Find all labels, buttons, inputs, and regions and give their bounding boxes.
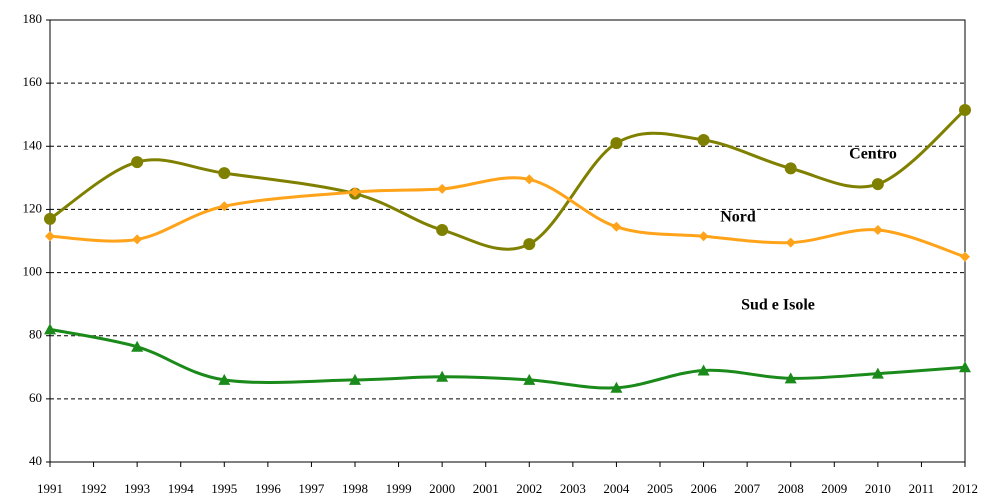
y-tick-label: 180 (23, 11, 43, 26)
x-tick-label: 1999 (386, 481, 412, 496)
marker (784, 162, 797, 175)
marker (523, 373, 536, 385)
x-tick-label: 1998 (342, 481, 368, 496)
x-tick-label: 2008 (778, 481, 804, 496)
x-tick-label: 2005 (647, 481, 673, 496)
marker (131, 340, 144, 352)
marker (436, 370, 449, 382)
marker (959, 361, 971, 373)
x-tick-label: 2003 (560, 481, 586, 496)
marker (611, 221, 622, 232)
y-tick-label: 80 (29, 327, 42, 342)
marker (524, 174, 535, 185)
x-tick-label: 2011 (909, 481, 935, 496)
x-tick-label: 1991 (37, 481, 63, 496)
x-tick-label: 2006 (691, 481, 718, 496)
marker (350, 187, 360, 198)
marker (349, 373, 361, 385)
x-tick-label: 2010 (865, 481, 891, 496)
series-line (49, 176, 966, 259)
series-label: Sud e Isole (741, 297, 815, 314)
x-tick-label: 2009 (821, 481, 847, 496)
x-tick-label: 1997 (298, 481, 325, 496)
marker (784, 372, 797, 384)
marker (44, 323, 56, 335)
x-tick-label: 1992 (81, 481, 107, 496)
y-tick-label: 140 (23, 137, 43, 152)
y-tick-label: 120 (23, 200, 43, 215)
marker (872, 224, 883, 235)
marker (697, 133, 710, 146)
x-tick-label: 1993 (124, 481, 150, 496)
marker (785, 237, 796, 248)
y-tick-label: 40 (29, 453, 42, 468)
marker (610, 137, 623, 150)
x-tick-label: 2004 (603, 481, 630, 496)
marker (437, 183, 448, 194)
x-tick-label: 2000 (429, 481, 455, 496)
x-tick-label: 1994 (168, 481, 195, 496)
plot-frame (49, 19, 966, 463)
marker (218, 373, 231, 385)
marker (871, 367, 884, 379)
series-label: Nord (720, 209, 756, 226)
y-tick-label: 100 (23, 264, 43, 279)
series-label: Centro (849, 146, 897, 163)
marker (131, 156, 144, 169)
x-tick-label: 2007 (734, 481, 761, 496)
marker (218, 167, 231, 180)
marker (436, 223, 449, 236)
marker (960, 251, 970, 262)
marker (132, 234, 143, 245)
x-tick-label: 2012 (952, 481, 978, 496)
marker (959, 103, 971, 116)
x-tick-label: 1995 (211, 481, 237, 496)
series-line (49, 108, 966, 251)
marker (44, 212, 56, 225)
series-line (49, 327, 966, 390)
marker (45, 231, 55, 242)
x-tick-label: 2002 (516, 481, 542, 496)
marker (523, 238, 536, 251)
marker (698, 231, 709, 242)
y-tick-label: 160 (23, 74, 43, 89)
x-tick-label: 2001 (473, 481, 499, 496)
marker (610, 381, 623, 393)
x-tick-label: 1996 (255, 481, 282, 496)
marker (871, 178, 884, 191)
marker (219, 201, 230, 212)
marker (697, 364, 710, 376)
y-tick-label: 60 (29, 390, 42, 405)
